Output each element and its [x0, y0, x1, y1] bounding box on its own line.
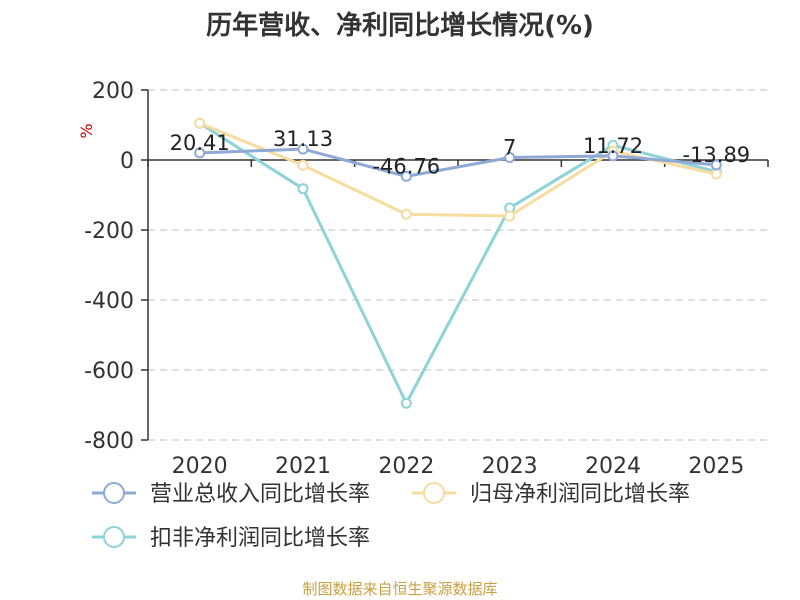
- y-tick-label: -800: [84, 429, 134, 454]
- data-label: 7: [503, 136, 516, 160]
- data-point: [400, 208, 412, 220]
- legend-item[interactable]: 归母净利润同比增长率: [412, 482, 690, 507]
- data-point: [710, 159, 722, 171]
- axes: [141, 89, 769, 441]
- series-points: [194, 117, 722, 409]
- series-line: [199, 147, 717, 178]
- data-point: [400, 170, 412, 182]
- data-point: [504, 152, 516, 164]
- x-tick-label: 2023: [482, 454, 538, 479]
- x-tick-label: 2020: [172, 454, 228, 479]
- legend-swatch-marker: [103, 526, 125, 548]
- data-point: [297, 143, 309, 155]
- x-tick-label: 2024: [585, 454, 641, 479]
- legend-swatch-marker: [103, 482, 125, 504]
- data-point: [297, 159, 309, 171]
- series-line: [198, 121, 717, 405]
- legend-label: 营业总收入同比增长率: [150, 482, 370, 507]
- data-labels: 20.41 31.13 -46.76 7 11.72 -13.89: [170, 127, 751, 178]
- series-line: [199, 121, 717, 218]
- data-point: [607, 150, 619, 162]
- data-label: -13.89: [682, 143, 750, 167]
- data-label: 11.72: [583, 134, 643, 158]
- y-tick-label: -400: [84, 289, 134, 314]
- data-label: 31.13: [273, 127, 333, 151]
- y-tick-label: 0: [120, 149, 134, 174]
- data-point: [504, 210, 516, 222]
- data-label: -46.76: [372, 154, 440, 178]
- legend-label: 扣非净利润同比增长率: [150, 526, 370, 551]
- data-point: [297, 183, 309, 195]
- series-lines: [198, 121, 717, 405]
- y-axis-unit: %: [77, 123, 96, 138]
- data-point: [194, 117, 206, 129]
- source-note: 制图数据来自恒生聚源数据库: [302, 580, 497, 598]
- x-tick-label: 2021: [275, 454, 331, 479]
- data-point: [400, 397, 412, 409]
- legend-item[interactable]: 营业总收入同比增长率: [92, 482, 370, 507]
- data-point: [710, 168, 722, 180]
- chart-title: 历年营收、净利同比增长情况(%): [206, 10, 594, 41]
- data-point: [194, 147, 206, 159]
- y-tick-label: 200: [92, 79, 134, 104]
- y-tick-label: -600: [84, 359, 134, 384]
- grid-lines: [148, 89, 768, 441]
- legend-label: 归母净利润同比增长率: [470, 482, 690, 507]
- tick-labels: 200 0 -200 -400 -600 -800 2020 2021 2022 2023 2024…: [84, 79, 744, 479]
- x-tick-label: 2022: [378, 454, 434, 479]
- data-label: 20.41: [170, 131, 230, 155]
- x-tick-label: 2025: [688, 454, 744, 479]
- y-tick-label: -200: [84, 219, 134, 244]
- legend-swatch-marker: [423, 482, 445, 504]
- legend-item[interactable]: 扣非净利润同比增长率: [92, 526, 370, 551]
